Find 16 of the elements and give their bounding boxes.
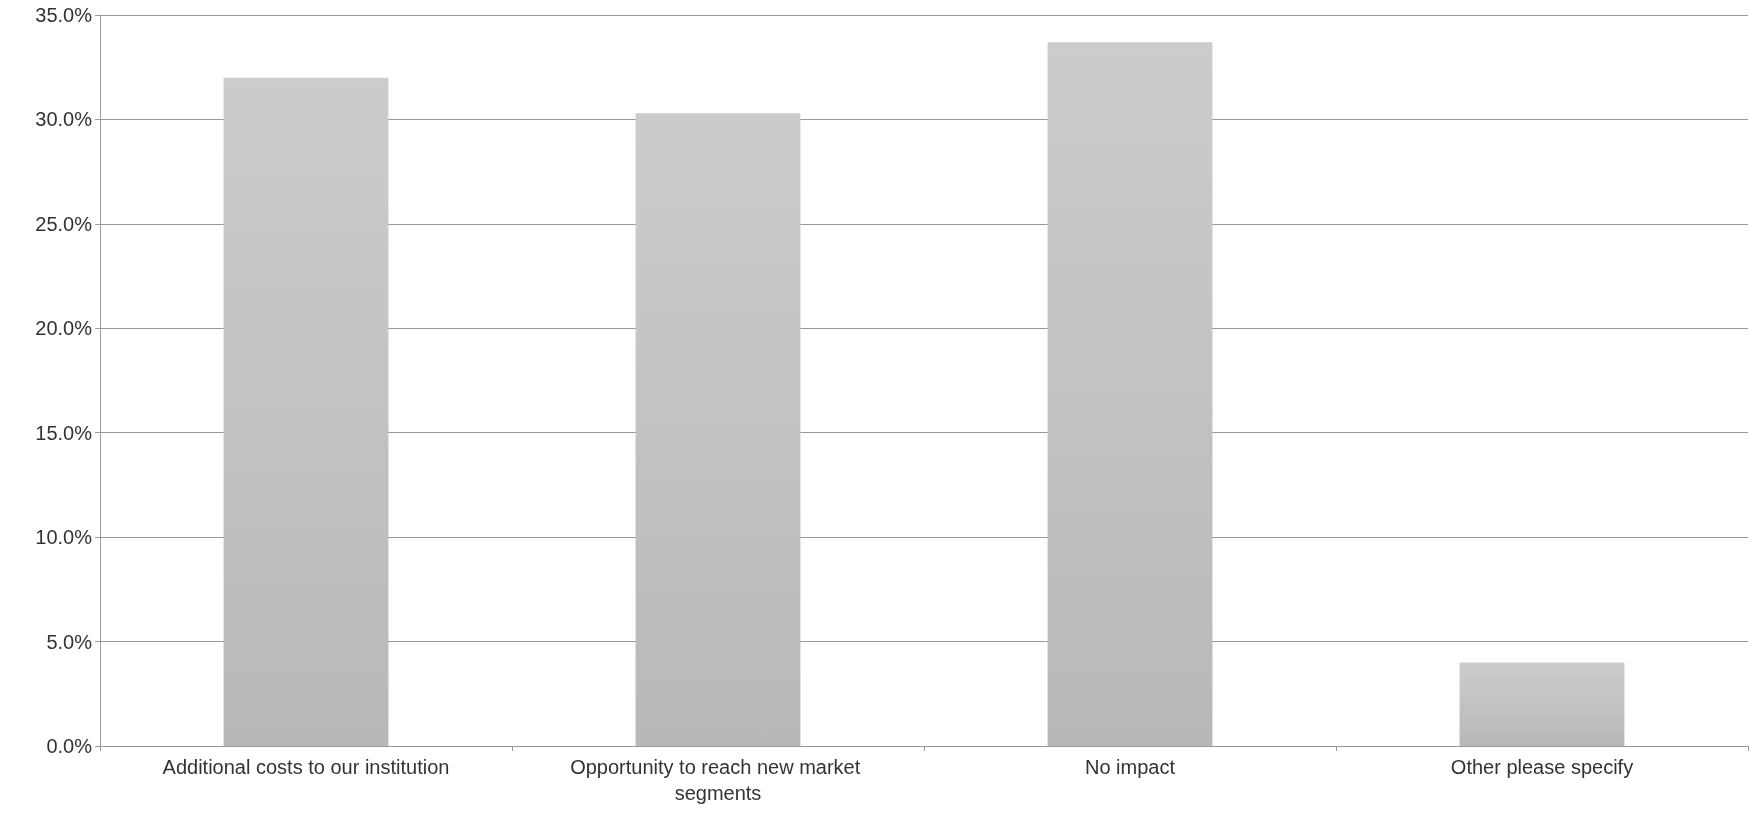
y-tick-label: 20.0%: [35, 317, 93, 340]
y-tick-label: 0.0%: [46, 735, 93, 757]
x-tick-label: Opportunity to reach new market segments: [570, 756, 866, 804]
y-tick-label: 30.0%: [35, 108, 93, 131]
y-tick-label: 5.0%: [46, 630, 93, 653]
x-tick-label: Additional costs to our institution: [162, 756, 450, 778]
bar: [1047, 42, 1213, 746]
y-tick-label: 25.0%: [35, 212, 93, 235]
x-tick-label: No impact: [1084, 756, 1176, 778]
bar: [223, 77, 389, 746]
y-tick-label: 35.0%: [35, 4, 93, 26]
bar: [635, 113, 801, 746]
y-tick-label: 15.0%: [35, 421, 93, 444]
x-tick-label: Other please specify: [1450, 756, 1634, 778]
y-tick-label: 10.0%: [35, 526, 93, 549]
bar: [1459, 662, 1625, 746]
